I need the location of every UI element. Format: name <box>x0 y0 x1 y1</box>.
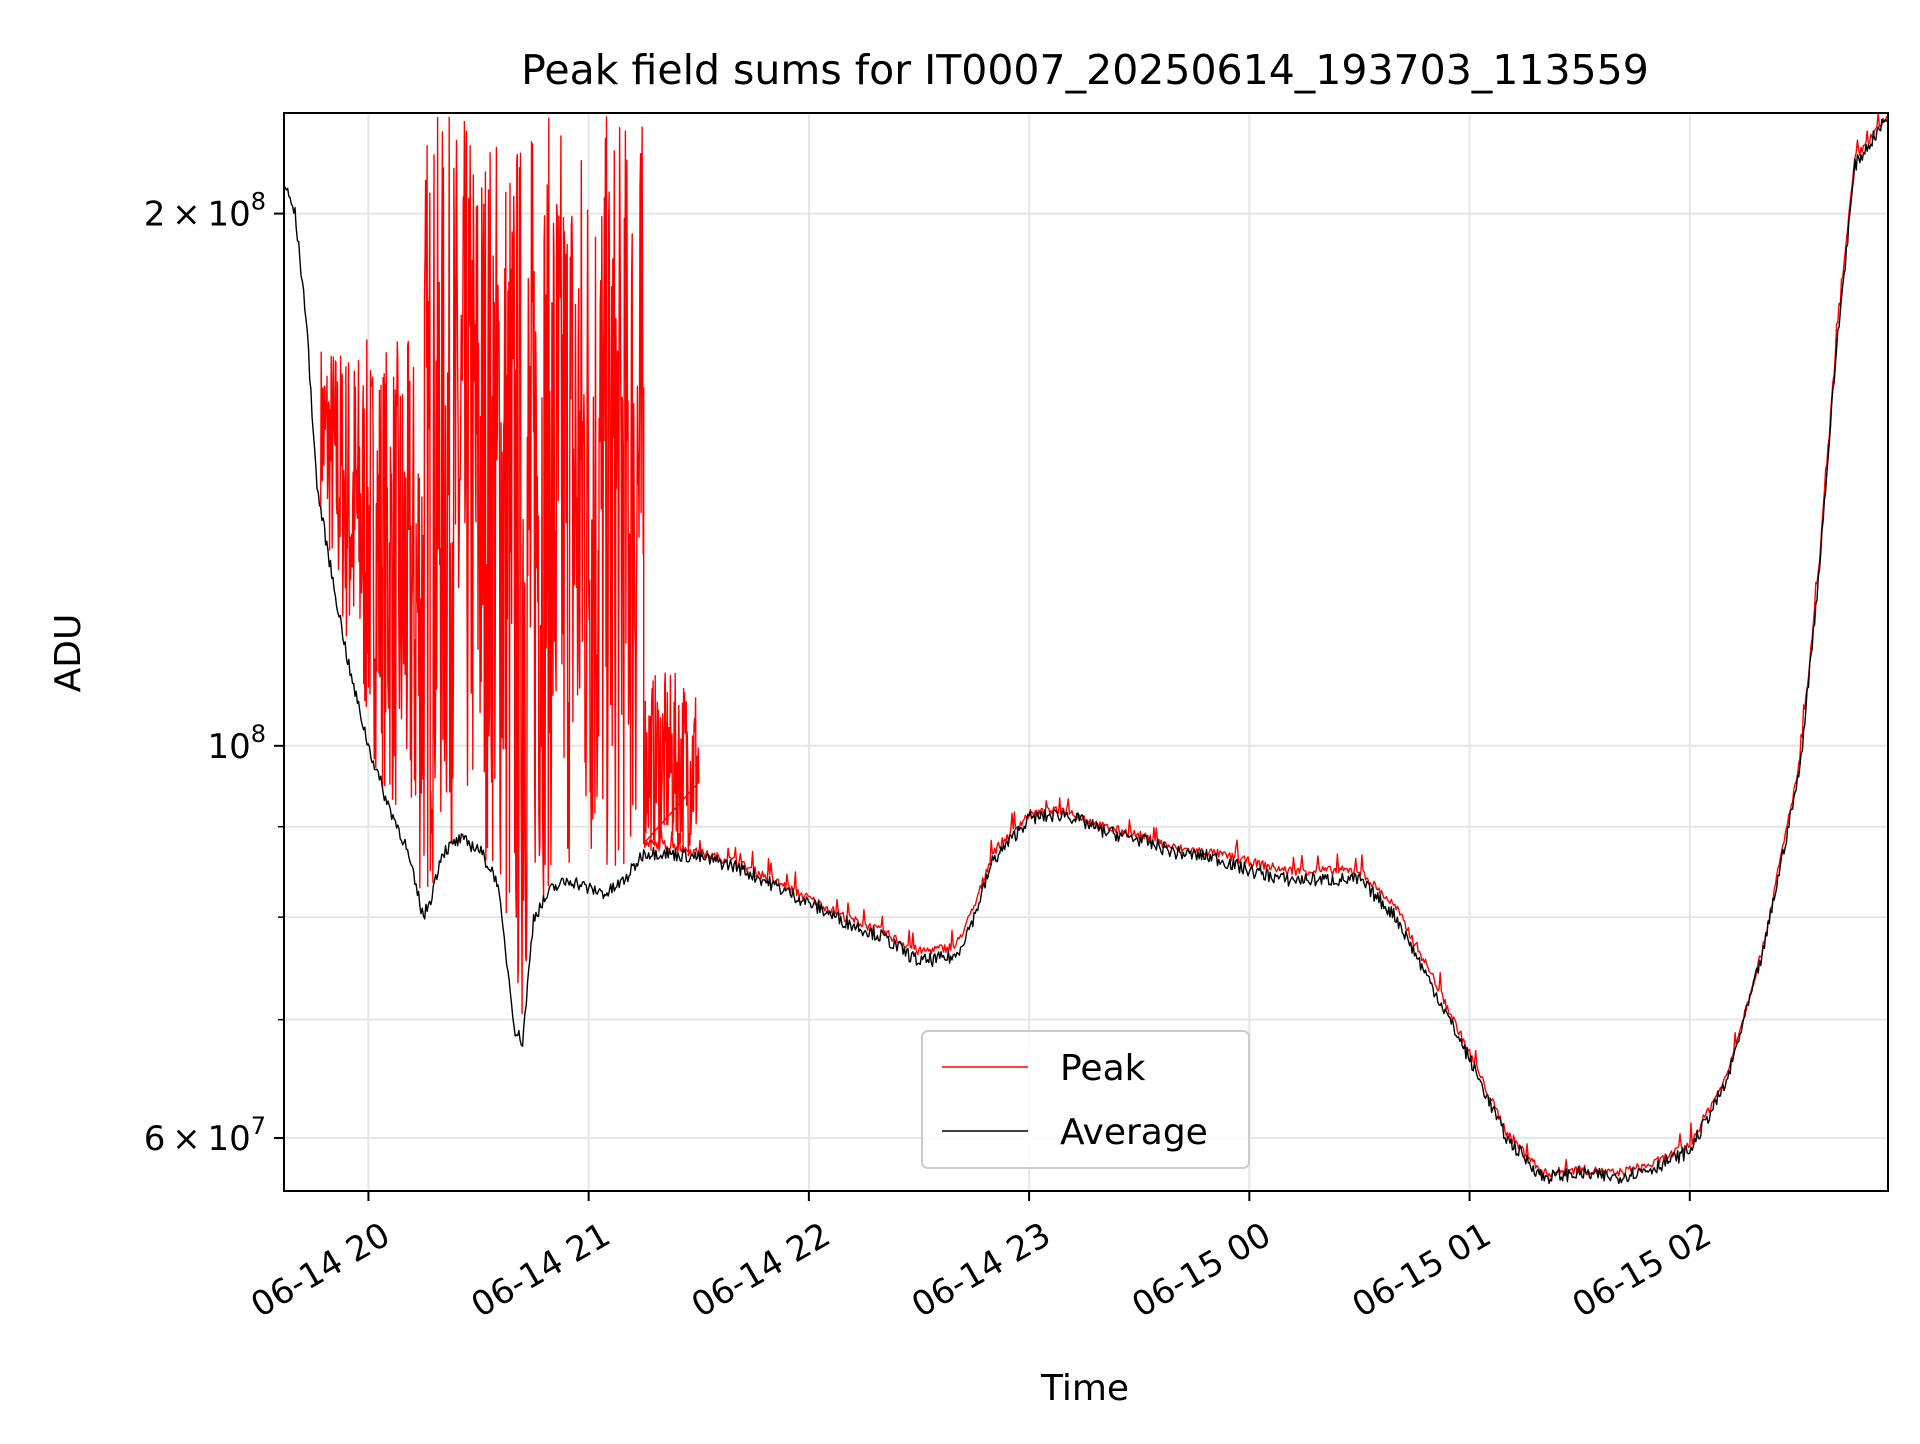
y-tick-label: 2 × 108 <box>144 188 266 235</box>
x-tick-label: 06-14 21 <box>465 1215 617 1326</box>
series-line-average <box>283 118 1889 1185</box>
y-tick-label: 6 × 107 <box>144 1112 266 1159</box>
x-tick-label: 06-15 02 <box>1566 1215 1718 1326</box>
legend-label-peak: Peak <box>1060 1048 1146 1089</box>
x-axis-label: Time <box>1040 1368 1129 1409</box>
legend-box <box>921 1030 1250 1169</box>
y-axis: 2 × 108 108 6 × 107 <box>144 188 284 1159</box>
x-tick-label: 06-14 23 <box>905 1215 1057 1326</box>
x-tick-label: 06-14 20 <box>244 1215 396 1326</box>
x-tick-label: 06-15 01 <box>1346 1215 1498 1326</box>
legend: Peak Average <box>921 1030 1250 1169</box>
legend-label-average: Average <box>1060 1112 1208 1153</box>
series-line-peak <box>320 112 1889 1178</box>
x-tick-label: 06-15 00 <box>1125 1215 1277 1326</box>
series-layer <box>283 112 1889 1185</box>
y-axis-label: ADU <box>48 614 89 693</box>
plot-frame <box>283 112 1889 1192</box>
y-tick-label: 108 <box>207 720 266 767</box>
chart-title: Peak field sums for IT0007_20250614_1937… <box>521 46 1649 94</box>
x-tick-label: 06-14 22 <box>685 1215 837 1326</box>
x-axis: 06-14 20 06-14 21 06-14 22 06-14 23 06-15 00… <box>244 1191 1718 1326</box>
